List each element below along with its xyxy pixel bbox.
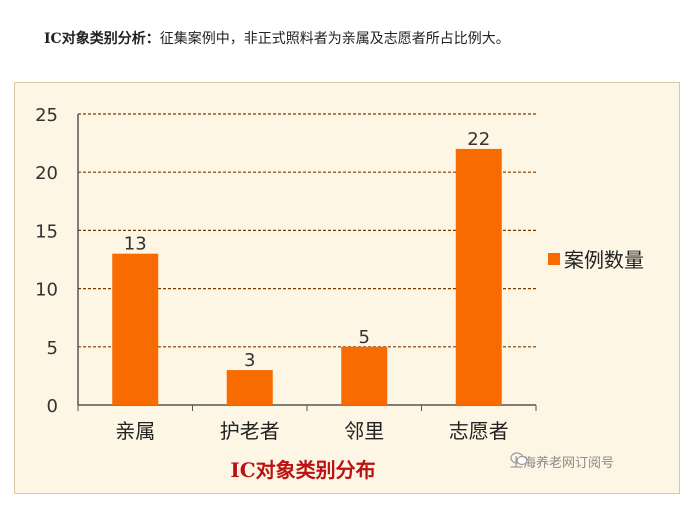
caption-lead: IC对象类别分析： (44, 31, 160, 47)
y-tick-label: 0 (47, 396, 58, 417)
x-category-label: 护老者 (220, 419, 280, 443)
legend-swatch (548, 253, 560, 265)
x-category-label: 亲属 (115, 419, 155, 443)
bar (226, 370, 273, 405)
y-tick-label: 10 (35, 280, 58, 301)
wechat-icon (510, 452, 528, 466)
caption-text: 征集案例中，非正式照料者为亲属及志愿者所占比例大。 (159, 31, 510, 47)
bar-value-label: 5 (359, 327, 370, 348)
y-tick-label: 20 (35, 163, 58, 184)
bar-value-label: 3 (244, 350, 255, 371)
x-axis-title: IC对象类别分布 (230, 458, 375, 482)
watermark: 上海养老网订阅号 (510, 452, 614, 471)
bar (112, 253, 159, 405)
y-tick-label: 15 (35, 221, 58, 242)
y-tick-label: 25 (35, 105, 58, 126)
watermark-text: 上海养老网订阅号 (510, 456, 615, 471)
bar-value-label: 13 (124, 234, 147, 255)
legend-label: 案例数量 (564, 248, 644, 272)
x-category-label: 邻里 (344, 419, 384, 443)
bar (455, 148, 502, 406)
y-tick-label: 5 (47, 338, 58, 359)
bar (341, 346, 388, 405)
caption: IC对象类别分析：征集案例中，非正式照料者为亲属及志愿者所占比例大。 (44, 28, 510, 48)
bar-value-label: 22 (467, 129, 490, 150)
x-category-label: 志愿者 (449, 419, 509, 443)
